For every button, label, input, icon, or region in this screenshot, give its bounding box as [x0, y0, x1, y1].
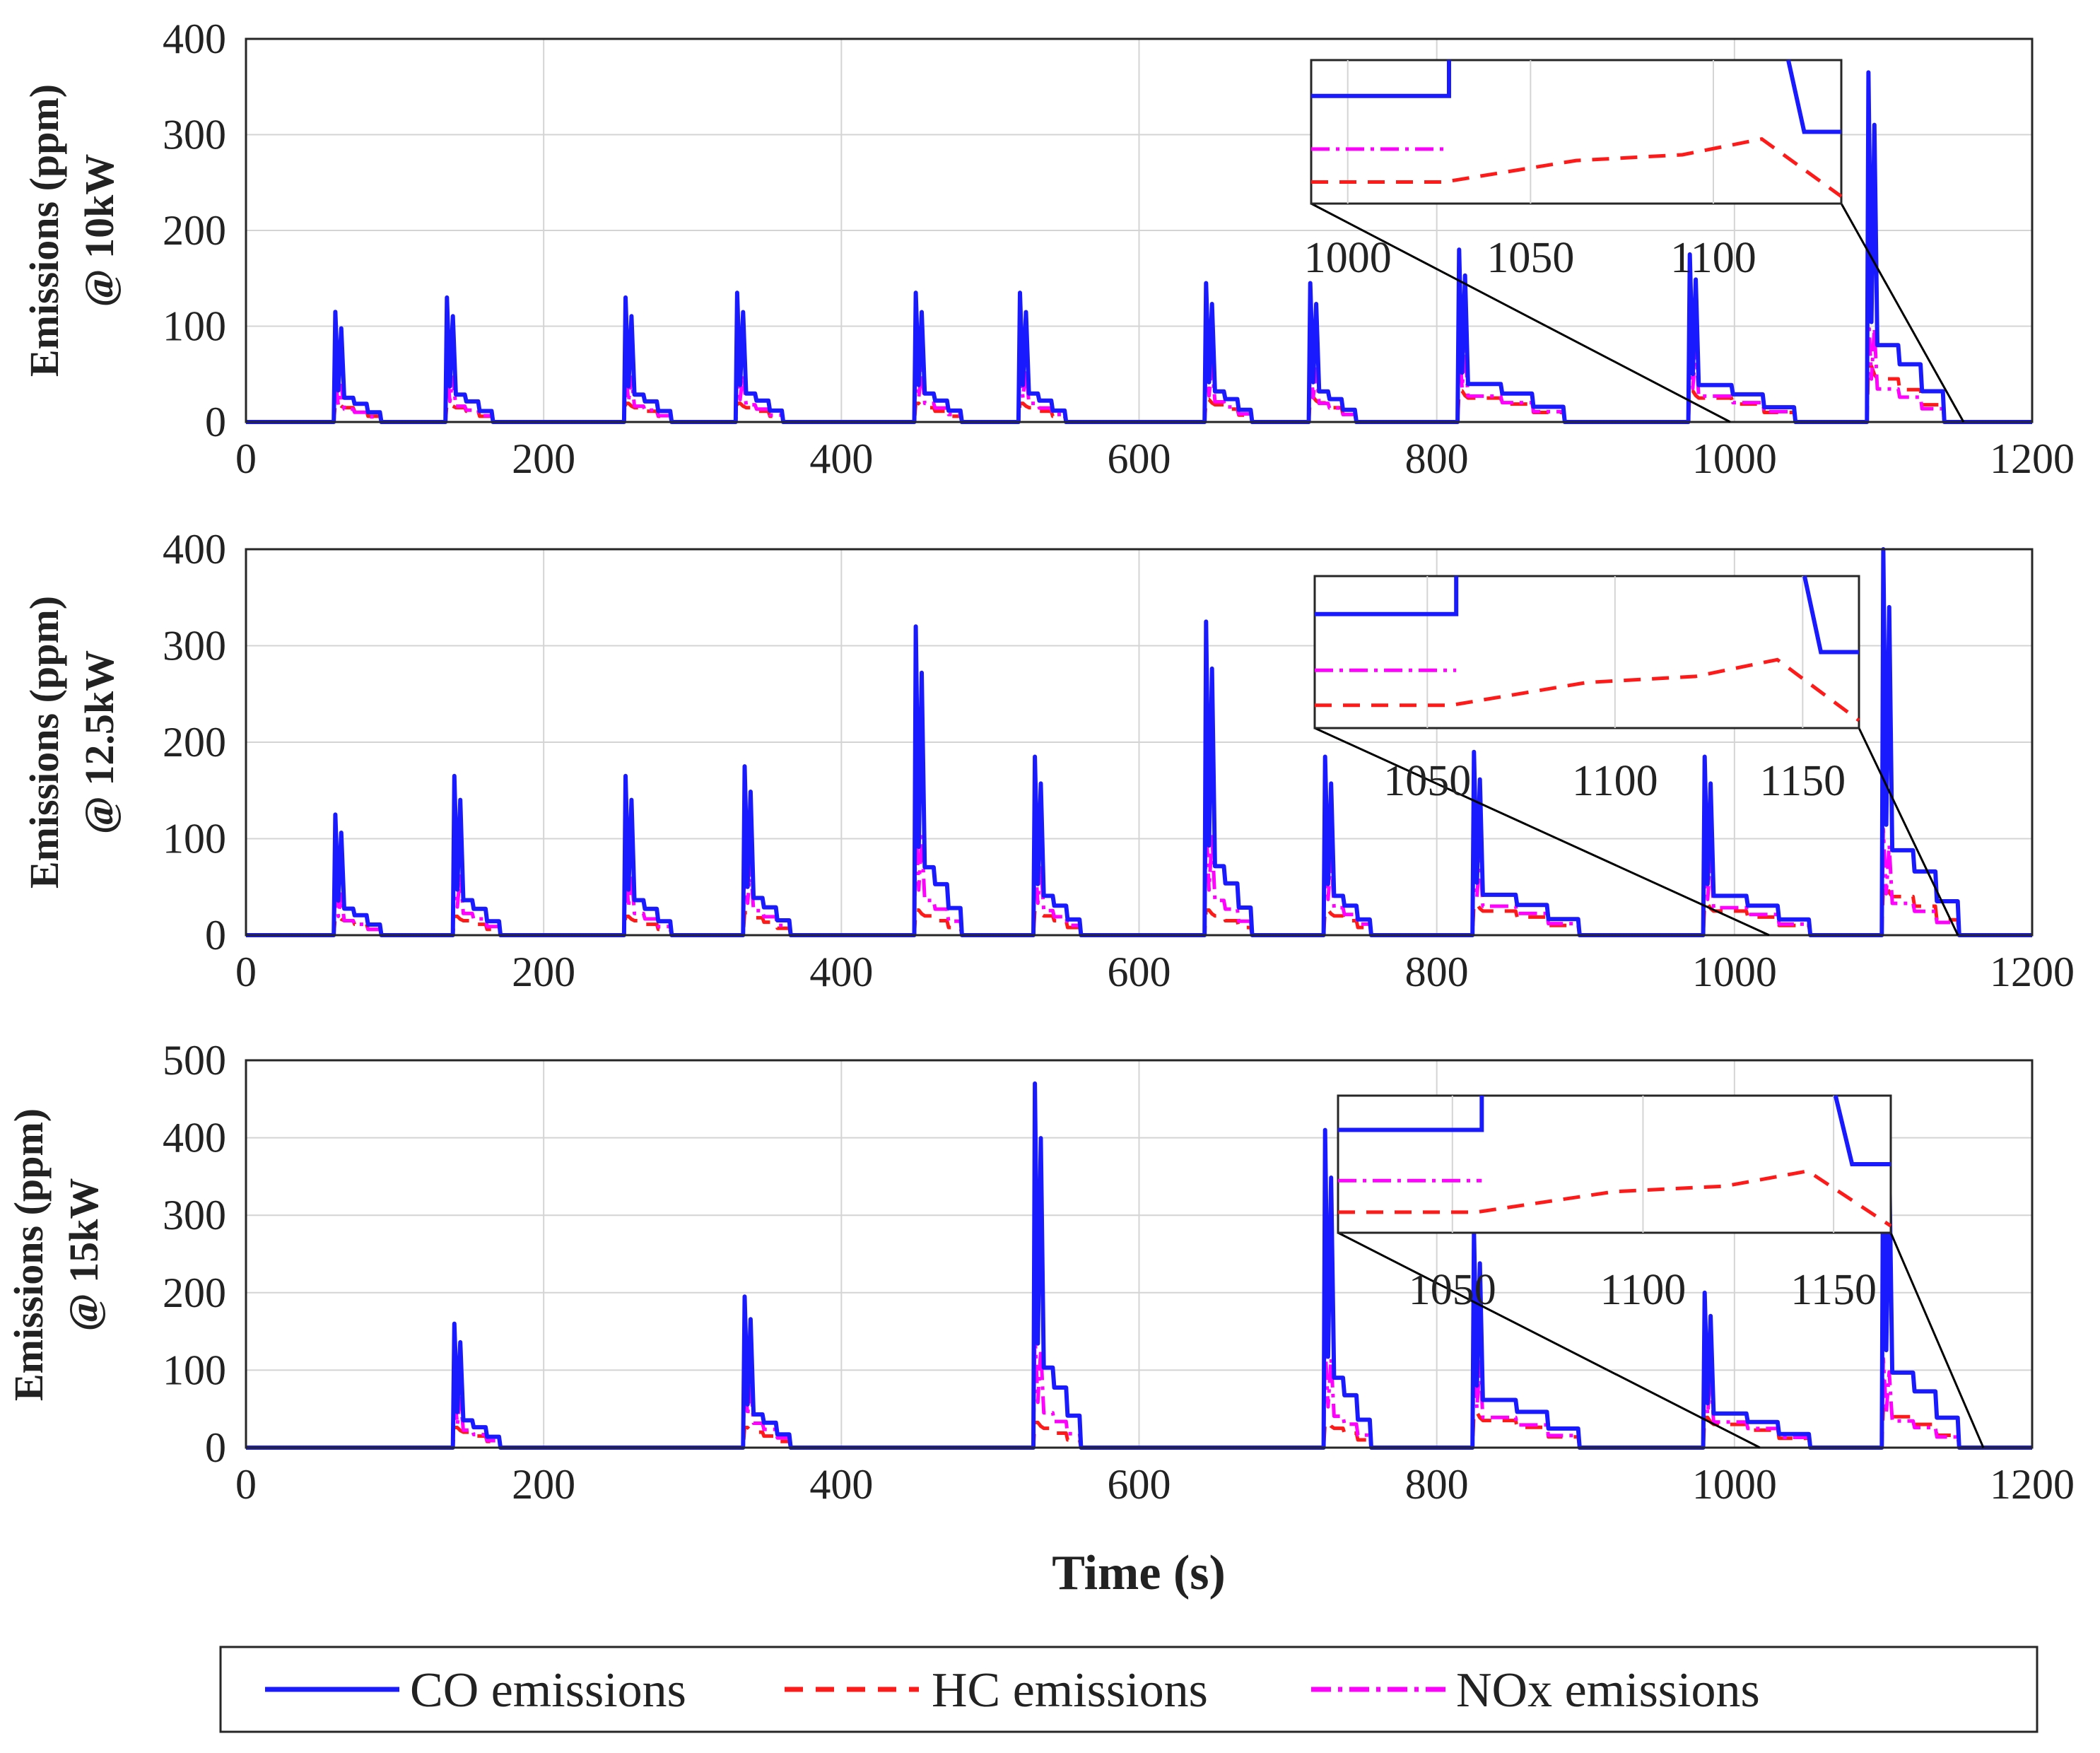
x-tick-label: 600: [1108, 949, 1171, 995]
y-tick-label: 200: [163, 1270, 226, 1316]
inset-co-line: [1338, 1095, 1891, 1166]
y-tick-label: 200: [163, 207, 226, 254]
panel-10kw: 0 200 400 600 800 1000 1200 0 100 200 300 400 Emis…: [21, 16, 2075, 482]
legend-box: [219, 1646, 2039, 1733]
inset-co-line: [1311, 59, 1841, 134]
y-tick-label: 500: [163, 1037, 226, 1084]
inset-x-tick-label: 1050: [1409, 1266, 1496, 1314]
legend-nox-label: NOx emissions: [1456, 1663, 1760, 1718]
inset-axes: [1313, 575, 1860, 729]
y-tick-label: 0: [205, 399, 226, 445]
x-tick-label: 200: [512, 949, 575, 995]
x-tick-label: 600: [1108, 435, 1171, 482]
x-tick-label: 1200: [1990, 435, 2075, 482]
y-tick-label: 0: [205, 912, 226, 958]
inset-connector-right: [1889, 1232, 1985, 1448]
legend-hc-label: HC emissions: [932, 1663, 1208, 1718]
y-tick-label: 400: [163, 526, 226, 573]
inset-hc-line: [1311, 136, 1843, 198]
y-tick-label: 300: [163, 1192, 226, 1238]
x-tick-label: 1000: [1692, 1461, 1777, 1508]
legend: CO emissions HC emissions NOx emissions: [219, 1646, 2039, 1733]
legend-co-label: CO emissions: [410, 1663, 686, 1718]
panel-10kw-axes: [245, 37, 2034, 423]
co-series-line: [246, 70, 2032, 424]
inset-x-tick-label: 1150: [1759, 757, 1846, 805]
y-tick-label: 100: [163, 303, 226, 350]
y-tick-label: 200: [163, 719, 226, 766]
inset-connector-left: [1337, 1231, 1761, 1449]
inset-x-tick-label: 1050: [1486, 234, 1574, 282]
y-tick-label: 100: [163, 816, 226, 862]
x-tick-label: 0: [235, 949, 257, 995]
inset-connector-left: [1310, 202, 1731, 423]
y-tick-label: 0: [205, 1424, 226, 1471]
nox-series-line: [246, 817, 2032, 937]
panel-15kw-ylabel-line2: @ 15kW: [61, 1178, 107, 1332]
panel-15kw-y-ticks: 0 100 200 300 400 500: [163, 1037, 226, 1471]
panel-12-5kw-ylabel-line2: @ 12.5kW: [76, 650, 122, 834]
y-tick-label: 400: [163, 1115, 226, 1161]
panel-15kw-ylabel-line1: Emissions (ppm): [6, 1108, 52, 1401]
y-tick-label: 300: [163, 112, 226, 158]
x-tick-label: 800: [1405, 1461, 1469, 1508]
panel-15kw-inset: 1050 1100 1150: [1337, 1094, 1985, 1449]
x-tick-label: 800: [1405, 949, 1469, 995]
inset-hc-line: [1315, 657, 1860, 722]
inset-x-tick-label: 1100: [1670, 234, 1756, 282]
inset-connector-left: [1314, 727, 1770, 937]
panel-10kw-y-ticks: 0 100 200 300 400: [163, 16, 226, 445]
co-series-line: [246, 1081, 2032, 1450]
y-tick-label: 300: [163, 623, 226, 669]
panel-15kw-axes: [245, 1059, 2034, 1449]
inset-connector-right: [1858, 727, 1959, 936]
panel-12-5kw-series: [246, 547, 2032, 937]
y-tick-label: 100: [163, 1347, 226, 1393]
inset-co-line: [1315, 575, 1859, 655]
x-tick-label: 1200: [1990, 949, 2075, 995]
panel-10kw-ylabel-line1: Emissions (ppm): [21, 84, 67, 377]
panel-12-5kw-y-ticks: 0 100 200 300 400: [163, 526, 226, 958]
x-tick-label: 1200: [1990, 1461, 2075, 1508]
y-tick-label: 400: [163, 16, 226, 62]
inset-axes: [1310, 59, 1843, 205]
panel-15kw-series: [246, 1081, 2032, 1450]
x-tick-label: 1000: [1692, 435, 1777, 482]
inset-x-tick-label: 1100: [1572, 757, 1658, 805]
x-tick-label: 600: [1108, 1461, 1171, 1508]
x-tick-label: 0: [235, 1461, 257, 1508]
x-tick-label: 400: [809, 949, 873, 995]
panel-12-5kw-x-ticks: 0 200 400 600 800 1000 1200: [235, 949, 2075, 995]
inset-hc-line: [1338, 1169, 1892, 1228]
panel-10kw-ylabel-line2: @ 10kW: [76, 154, 122, 307]
x-tick-label: 200: [512, 1461, 575, 1508]
x-tick-label: 200: [512, 435, 575, 482]
co-series-line: [246, 547, 2032, 937]
inset-x-tick-label: 1100: [1600, 1266, 1687, 1314]
x-tick-label: 0: [235, 435, 257, 482]
panel-12-5kw: 0 200 400 600 800 1000 1200 0 100 200 300 400 Emis…: [21, 526, 2075, 995]
panel-10kw-inset: 1000 1050 1100: [1304, 59, 1965, 423]
inset-connector-right: [1840, 203, 1965, 423]
x-tick-label: 1000: [1692, 949, 1777, 995]
inset-x-tick-label: 1150: [1790, 1266, 1877, 1314]
nox-series-line: [246, 310, 2032, 424]
panel-15kw-x-ticks: 0 200 400 600 800 1000 1200: [235, 1461, 2075, 1508]
panel-10kw-series: [246, 70, 2032, 424]
x-axis-label: Time (s): [1052, 1546, 1226, 1600]
panel-15kw: 0 200 400 600 800 1000 1200 0 100 200 300 400 500 E…: [6, 1037, 2075, 1508]
inset-x-tick-label: 1050: [1383, 757, 1471, 805]
panel-10kw-x-ticks: 0 200 400 600 800 1000 1200: [235, 435, 2075, 482]
panel-12-5kw-axes: [245, 548, 2034, 937]
inset-x-tick-label: 1000: [1304, 234, 1392, 282]
inset-axes: [1337, 1094, 1892, 1234]
x-tick-label: 400: [809, 435, 873, 482]
x-tick-label: 800: [1405, 435, 1469, 482]
panel-12-5kw-ylabel-line1: Emissions (ppm): [21, 596, 67, 889]
panel-12-5kw-inset: 1050 1100 1150: [1313, 575, 1959, 937]
x-tick-label: 400: [809, 1461, 873, 1508]
